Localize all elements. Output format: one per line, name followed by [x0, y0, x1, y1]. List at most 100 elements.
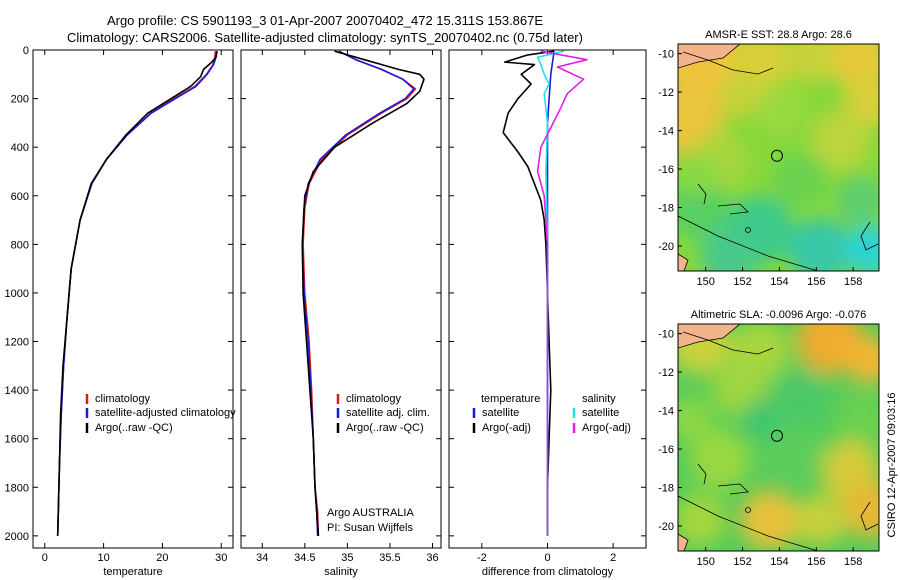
y-tick-label: -20: [658, 241, 674, 253]
argo-location-marker: [770, 429, 783, 442]
legend-argo-label: Argo(..raw -QC): [95, 422, 173, 434]
x-axis-label: difference from climatology: [482, 566, 614, 578]
annotation-pi: PI: Susan Wijffels: [327, 522, 413, 534]
x-tick-label: 34: [256, 552, 268, 564]
legend-temperature-title: temperature: [481, 393, 540, 405]
legend-salt-satellite-label: satellite: [582, 407, 619, 419]
heatmap-cell: [846, 336, 879, 384]
heatmap-blobs: [678, 324, 879, 550]
heatmap-cell: [678, 398, 712, 442]
reef-contour: [697, 183, 707, 205]
heatmap-cell: [718, 73, 762, 117]
y-tick-label: -18: [658, 203, 674, 215]
panel-temperature: 0 10 20 30 0 200 400 600 800 1000 1200 1400 1600 1800…: [5, 45, 237, 578]
y-tick-label: -12: [658, 367, 674, 379]
y-tick-label: -10: [658, 49, 674, 61]
y-tick-label: 2000: [5, 531, 29, 543]
x-tick-label: 154: [770, 276, 788, 288]
map-frame: [677, 323, 880, 552]
y-tick-label: -16: [658, 164, 674, 176]
heatmap-cell: [678, 180, 730, 240]
heatmap-cell: [678, 494, 726, 546]
land-australia: [678, 533, 689, 551]
map-panels: AMSR-E SST: 28.8 Argo: 28.6 150 152 154 156 1…: [658, 29, 880, 568]
map-frame: [677, 43, 880, 272]
x-tick-label: 154: [770, 556, 788, 568]
heatmap-cell: [834, 394, 879, 446]
y-tick-label: 800: [11, 239, 29, 251]
legend-temp-satellite-label: satellite: [482, 407, 519, 419]
x-axis-label: temperature: [103, 566, 162, 578]
reef-contour: [745, 507, 751, 513]
map-title: Altimetric SLA: -0.0096 Argo: -0.076: [691, 309, 866, 321]
reef-contour: [860, 221, 879, 251]
legend-climatology-label: climatology: [346, 393, 402, 405]
heatmap-cell: [762, 422, 818, 478]
y-tick-label: -16: [658, 444, 674, 456]
legend-temp-argo-adj-label: Argo(-adj): [482, 422, 531, 434]
heatmap-cell: [810, 110, 870, 170]
y-tick-label: 1000: [5, 288, 29, 300]
y-tick-label: -12: [658, 87, 674, 99]
land-new-guinea: [678, 44, 741, 69]
panel-salinity: 34 34.5 35 35.5 36 salinity climatology satelli…: [240, 49, 442, 578]
legend-temperature: climatology satellite-adjusted climatolog…: [85, 393, 236, 434]
x-tick-label: 158: [844, 556, 862, 568]
y-tick-label: -20: [658, 521, 674, 533]
heatmap-cell: [740, 490, 800, 550]
plot-frame: [32, 49, 234, 549]
series-line-salinity-2: [301, 50, 425, 536]
x-tick-label: 35.5: [379, 552, 400, 564]
heatmap-cell: [772, 152, 828, 208]
legend-difference: temperature salinity satellite Argo(-adj) sa…: [472, 393, 631, 434]
heatmap-cell: [680, 155, 720, 195]
x-tick-label: 150: [696, 556, 714, 568]
heatmap-cell: [844, 224, 879, 271]
map-sla-map: Altimetric SLA: -0.0096 Argo: -0.076 150 1…: [658, 309, 880, 568]
reef-contour: [682, 331, 774, 355]
x-tick-label: 158: [844, 276, 862, 288]
y-tick-label: 1200: [5, 337, 29, 349]
map-sst-map: AMSR-E SST: 28.8 Argo: 28.6 150 152 154 156 1…: [658, 29, 880, 288]
map-title: AMSR-E SST: 28.8 Argo: 28.6: [705, 29, 852, 41]
y-tick-label: -14: [658, 126, 674, 138]
y-tick-label: -10: [658, 329, 674, 341]
reef-contour: [717, 203, 749, 215]
x-axis-label: salinity: [324, 566, 358, 578]
heatmap-field: [678, 44, 879, 271]
x-tick-label: 20: [156, 552, 168, 564]
legend-salinity: climatology satellite adj. clim. Argo(..ra…: [336, 393, 430, 434]
x-tick-label: 156: [807, 556, 825, 568]
legend-satellite-adj-label: satellite adj. clim.: [346, 407, 430, 419]
series-line-difference-1: [502, 50, 555, 536]
reef-contour: [682, 51, 774, 75]
legend-satellite-adjusted-label: satellite-adjusted climatology: [95, 407, 236, 419]
legend-climatology-label: climatology: [95, 393, 151, 405]
reef-contour: [678, 495, 819, 551]
heatmap-cell: [690, 430, 750, 490]
land-new-guinea: [678, 324, 741, 349]
x-tick-label: 150: [696, 276, 714, 288]
reef-contour: [745, 227, 751, 233]
y-tick-label: -18: [658, 483, 674, 495]
land-australia: [678, 253, 689, 271]
x-tick-label: 152: [733, 556, 751, 568]
plot-frame: [240, 49, 442, 549]
heatmap-cell: [700, 225, 760, 271]
side-timestamp-label: CSIRO 12-Apr-2007 09:03:16: [886, 393, 898, 538]
reef-contour: [697, 463, 707, 485]
y-tick-label: 1600: [5, 434, 29, 446]
reef-contour: [678, 215, 819, 271]
x-tick-label: 35: [341, 552, 353, 564]
legend-salt-argo-adj-label: Argo(-adj): [582, 422, 631, 434]
x-tick-label: 0: [42, 552, 48, 564]
y-tick-label: 0: [23, 45, 29, 57]
heatmap-cell: [836, 176, 879, 224]
y-tick-label: 200: [11, 94, 29, 106]
x-tick-label: 36: [426, 552, 438, 564]
figure-title-line1: Argo profile: CS 5901193_3 01-Apr-2007 2…: [107, 13, 543, 28]
x-tick-label: 152: [733, 276, 751, 288]
heatmap-cell: [788, 218, 852, 271]
heatmap-cell: [740, 400, 780, 440]
series-line-difference-3: [536, 50, 588, 536]
